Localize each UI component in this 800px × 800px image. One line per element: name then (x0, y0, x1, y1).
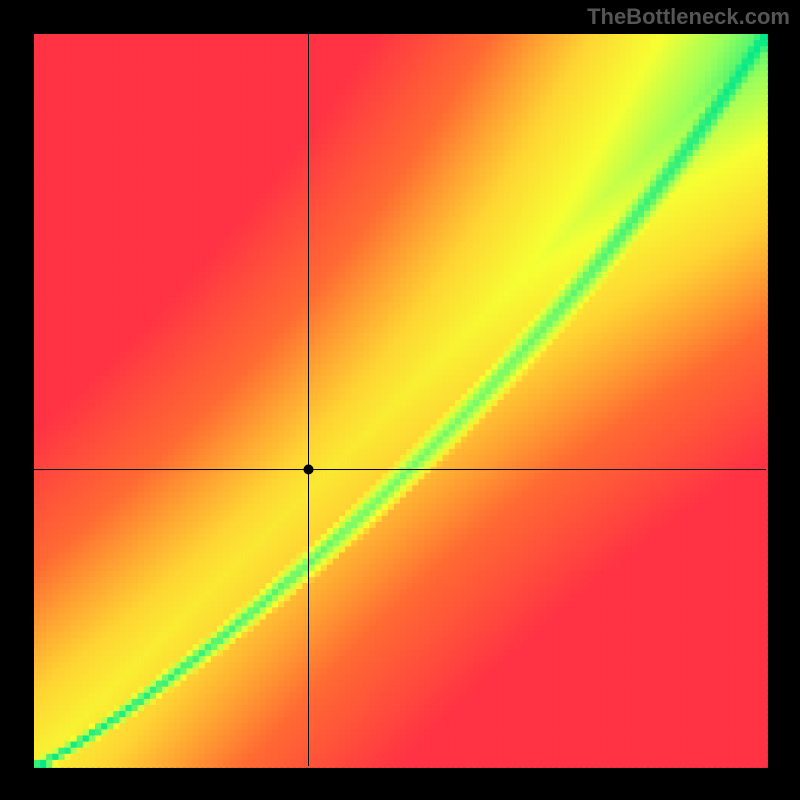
chart-container: TheBottleneck.com (0, 0, 800, 800)
watermark-text: TheBottleneck.com (587, 4, 790, 30)
heatmap-canvas (0, 0, 800, 800)
